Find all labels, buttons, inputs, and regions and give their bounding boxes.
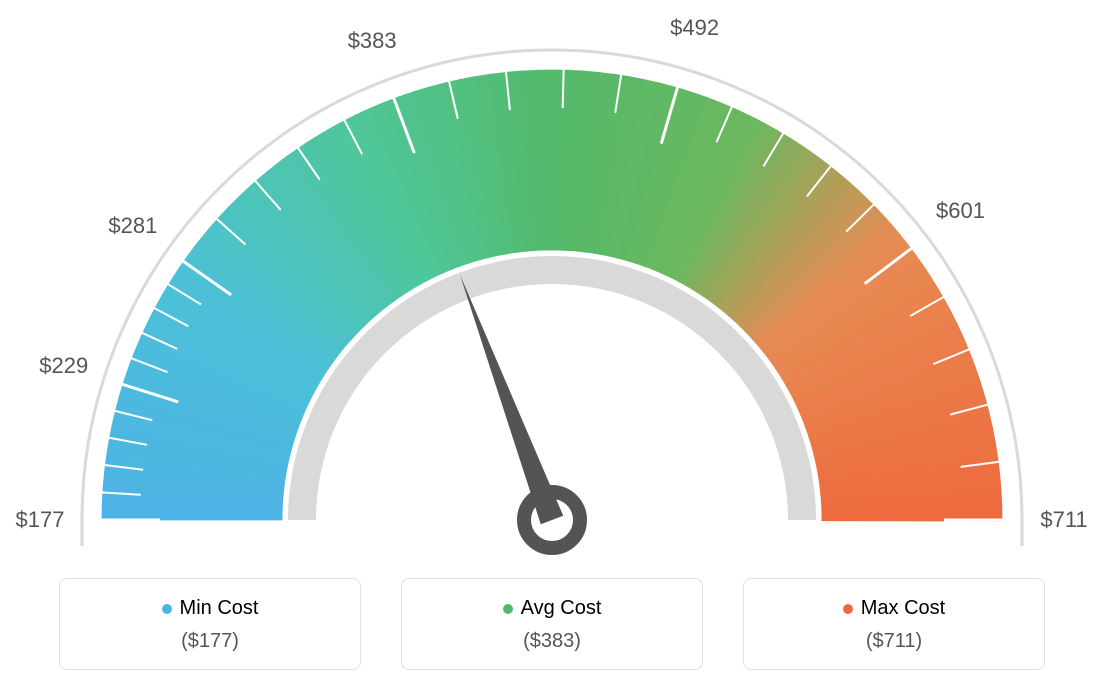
legend-dot-min xyxy=(162,604,172,614)
legend-value-min: ($177) xyxy=(60,630,360,653)
legend-row: Min Cost ($177) Avg Cost ($383) Max Cost… xyxy=(0,578,1104,670)
gauge-tick-label: $229 xyxy=(39,353,88,379)
gauge-tick-label: $383 xyxy=(348,28,397,54)
gauge-tick-label: $177 xyxy=(16,507,65,533)
gauge-area: $177 $229 $281 $383 $492 $601 $711 xyxy=(0,0,1104,560)
legend-label-avg: Avg Cost xyxy=(521,597,602,620)
gauge-tick-label: $711 xyxy=(1040,507,1087,533)
gauge-tick-label: $492 xyxy=(670,15,719,41)
gauge-tick-label: $281 xyxy=(108,213,157,239)
legend-value-max: ($711) xyxy=(744,630,1044,653)
legend-card-min: Min Cost ($177) xyxy=(59,578,361,670)
legend-label-max: Max Cost xyxy=(861,597,945,620)
legend-value-avg: ($383) xyxy=(402,630,702,653)
legend-label-min: Min Cost xyxy=(180,597,259,620)
legend-dot-max xyxy=(843,604,853,614)
gauge-tick-label: $601 xyxy=(936,198,985,224)
legend-card-max: Max Cost ($711) xyxy=(743,578,1045,670)
legend-dot-avg xyxy=(503,604,513,614)
gauge-svg xyxy=(0,0,1104,560)
cost-gauge-chart: $177 $229 $281 $383 $492 $601 $711 Min Cost ($… xyxy=(0,0,1104,690)
legend-card-avg: Avg Cost ($383) xyxy=(401,578,703,670)
